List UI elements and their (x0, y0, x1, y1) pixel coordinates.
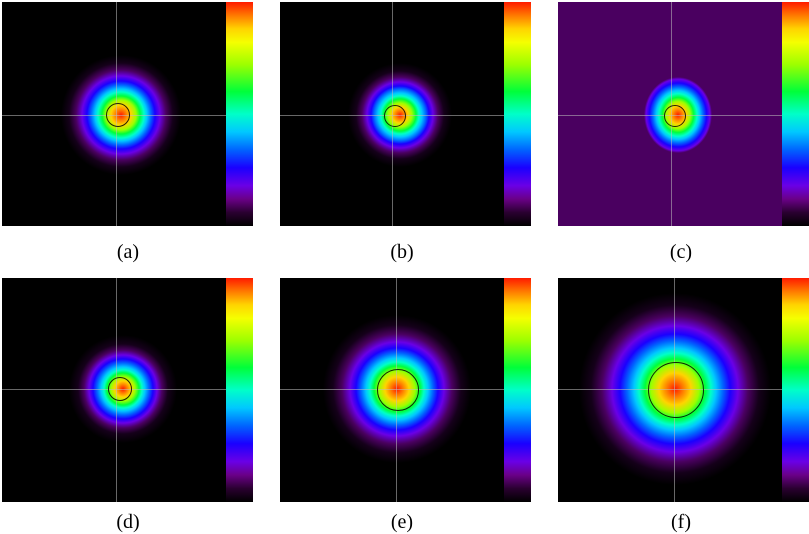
colorbar (226, 278, 253, 502)
fit-circle (648, 362, 704, 418)
fit-circle (377, 369, 419, 411)
panel-label: (b) (390, 241, 414, 263)
panel-label: (c) (669, 241, 693, 263)
panel-label: (f) (671, 511, 691, 533)
beam-profile-image-d (2, 278, 228, 502)
colorbar (782, 278, 809, 502)
panel-label: (a) (116, 241, 140, 263)
fit-circle (106, 103, 130, 127)
fit-circle (664, 105, 686, 127)
beam-profile-image-b (280, 2, 506, 226)
beam-profile-image-f (558, 278, 784, 502)
fit-circle (384, 105, 406, 127)
panel-label: (e) (390, 511, 414, 533)
colorbar (504, 278, 531, 502)
colorbar (226, 2, 253, 226)
beam-profile-image-e (280, 278, 506, 502)
beam-profile-image-c (558, 2, 784, 226)
colorbar (504, 2, 531, 226)
beam-profile-image-a (2, 2, 228, 226)
fit-circle (108, 377, 132, 401)
panel-label: (d) (116, 511, 140, 533)
colorbar (782, 2, 809, 226)
